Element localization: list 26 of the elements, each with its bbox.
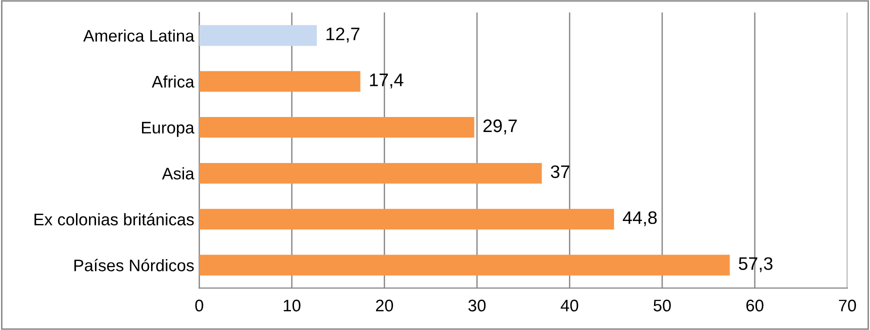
x-tick-label: 30 [468,300,486,312]
data-label: 57,3 [738,257,772,272]
x-tick-label: 20 [376,300,394,312]
y-tick-label: Países Nórdicos [74,258,194,272]
bar [199,25,317,46]
bar [199,117,474,138]
data-label: 37 [550,165,570,178]
x-tick-label: 40 [560,300,578,312]
bar [199,254,730,276]
y-tick-label: Asia [162,167,194,180]
y-tick-label: Europa [142,122,194,137]
x-tick-label: 0 [195,300,204,312]
bar [199,71,360,92]
bar [199,162,542,184]
y-tick-label: America Latina [83,29,194,42]
x-tick-label: 50 [654,300,671,312]
x-tick-label: 70 [838,300,856,312]
y-tick-label: Ex colonias británicas [34,212,194,226]
x-tick-label: 60 [746,300,764,312]
x-tick-label: 10 [284,300,300,312]
data-label: 29,7 [483,119,517,134]
bar [199,208,614,230]
y-tick-label: Africa [152,75,194,88]
data-label: 12,7 [326,28,360,42]
data-label: 44,8 [622,211,657,226]
data-label: 17,4 [370,74,404,88]
